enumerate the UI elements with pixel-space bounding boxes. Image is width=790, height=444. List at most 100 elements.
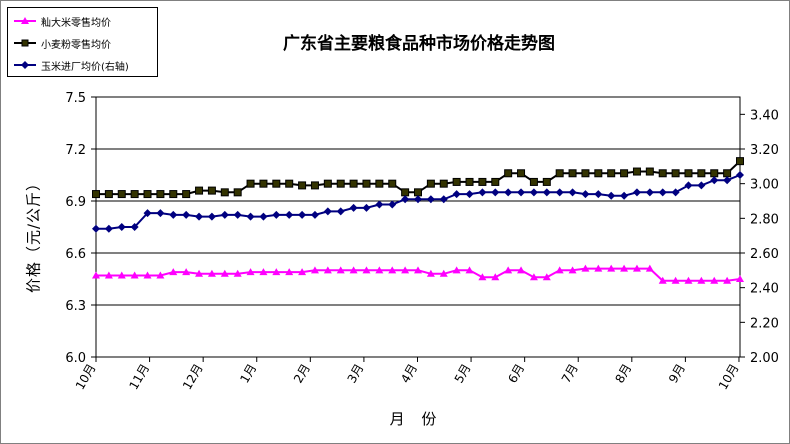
data-point (542, 177, 551, 186)
legend-label-flour: 小麦粉零售均价 (41, 39, 111, 51)
data-point (504, 169, 513, 178)
data-point (684, 169, 693, 178)
data-point (736, 275, 744, 282)
data-point (645, 167, 654, 176)
data-point (207, 269, 216, 277)
legend-item-flour: 小麦粉零售均价 (14, 33, 111, 53)
data-point (362, 179, 371, 188)
data-point (465, 190, 474, 199)
data-point (169, 210, 178, 219)
data-point (658, 188, 667, 197)
data-point (259, 212, 268, 221)
data-point (491, 273, 500, 281)
data-point (285, 210, 294, 219)
data-point (336, 179, 345, 188)
y-right-tick-label: 2.00 (750, 351, 779, 366)
data-point (130, 223, 139, 231)
data-point (645, 264, 654, 272)
y-right-tick-label: 2.60 (750, 247, 779, 262)
data-point (671, 188, 680, 197)
x-tick-label: 12月 (180, 362, 206, 393)
data-point (414, 188, 422, 197)
data-point (143, 190, 152, 199)
data-point (607, 264, 616, 272)
axes-layer (91, 96, 745, 362)
legend-label-corn: 玉米进厂均价(右轴) (41, 61, 129, 73)
data-point (182, 190, 191, 199)
data-point (439, 195, 448, 204)
data-point (92, 190, 100, 199)
data-point (388, 200, 397, 209)
chart-title: 广东省主要粮食品种市场价格走势图 (283, 34, 555, 54)
data-point (207, 186, 216, 195)
y-left-tick-label: 6.0 (65, 351, 86, 366)
data-point (491, 177, 500, 186)
x-tick-label: 1月 (237, 362, 259, 386)
data-point (220, 210, 229, 219)
data-point (349, 203, 358, 212)
y-right-tick-label: 2.80 (750, 212, 779, 227)
legend-item-corn: 玉米进厂均价(右轴) (14, 55, 129, 75)
data-point (517, 169, 526, 178)
data-point (736, 171, 744, 179)
data-point (465, 266, 474, 274)
data-point (310, 266, 319, 274)
data-point (426, 269, 435, 277)
data-point (697, 169, 706, 178)
legend-swatch-rice (14, 17, 36, 24)
data-point (285, 179, 294, 188)
x-tick-label: 3月 (345, 362, 367, 386)
data-point (517, 266, 526, 274)
data-point (620, 191, 629, 200)
y-left-tick-label: 6.9 (65, 195, 86, 210)
data-point (220, 269, 229, 277)
data-point (143, 209, 152, 218)
data-point (220, 188, 229, 197)
data-point (298, 268, 307, 276)
data-point (529, 188, 538, 197)
data-point (632, 188, 641, 197)
data-point (504, 266, 513, 274)
data-point (298, 210, 307, 219)
data-point (478, 177, 487, 186)
data-point (697, 181, 706, 190)
data-point (555, 169, 564, 178)
data-point (568, 266, 577, 274)
data-point (130, 190, 139, 199)
x-axis-label: 月 份 (389, 410, 443, 428)
data-point (169, 190, 178, 199)
data-point (401, 188, 410, 197)
data-point (607, 191, 616, 200)
data-point (594, 190, 603, 199)
data-point (568, 169, 577, 178)
data-point (620, 264, 629, 272)
data-point (414, 195, 422, 204)
data-point (426, 195, 435, 204)
data-point (452, 266, 461, 274)
data-point (233, 269, 242, 277)
data-point (195, 186, 204, 195)
data-point (375, 200, 384, 209)
data-point (117, 223, 126, 231)
data-point (169, 268, 178, 276)
data-point (658, 276, 667, 284)
data-point (323, 207, 332, 216)
data-point (594, 264, 603, 272)
data-point (491, 188, 500, 197)
data-point (671, 276, 680, 284)
data-point (195, 269, 204, 277)
data-point (581, 169, 590, 178)
data-point (336, 266, 345, 274)
data-point (92, 271, 100, 279)
data-point (710, 176, 719, 185)
data-point (323, 179, 332, 188)
y-right-tick-label: 3.20 (750, 143, 779, 158)
y-right-tick-label: 2.20 (750, 316, 779, 331)
data-point (529, 177, 538, 186)
data-point (414, 266, 422, 274)
x-tick-label: 11月 (126, 362, 152, 393)
data-point (478, 273, 487, 281)
data-point (478, 188, 487, 197)
data-point (517, 188, 526, 197)
